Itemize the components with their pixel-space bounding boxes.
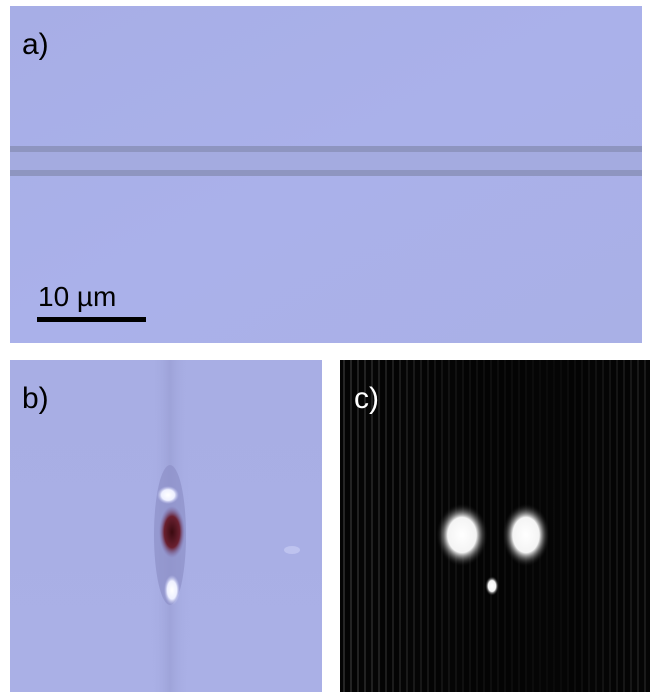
- panel-a: a) 10 µm: [10, 6, 642, 343]
- panel-c: c): [340, 360, 650, 692]
- fringes: [340, 360, 650, 692]
- defect-core: [159, 506, 185, 558]
- figure: a) 10 µm b) c): [0, 0, 652, 692]
- mode-lobe: [436, 503, 488, 567]
- speck: [284, 546, 300, 554]
- waveguide-edge: [10, 146, 642, 152]
- panel-label: b): [22, 382, 49, 415]
- bright-spot: [164, 575, 180, 605]
- mode-spot: [485, 576, 499, 596]
- panel-label: c): [354, 382, 379, 415]
- scale-bar-label: 10 µm: [38, 281, 116, 312]
- waveguide-edge: [10, 170, 642, 176]
- panel-b: b): [10, 360, 322, 692]
- mode-lobe: [502, 503, 550, 567]
- waveguide-core: [10, 152, 642, 170]
- bright-spot: [157, 486, 179, 504]
- panel-label: a): [22, 28, 49, 61]
- scale-bar: [37, 317, 146, 322]
- page: a) 10 µm b) c) (() => { const data = JSO…: [0, 0, 652, 692]
